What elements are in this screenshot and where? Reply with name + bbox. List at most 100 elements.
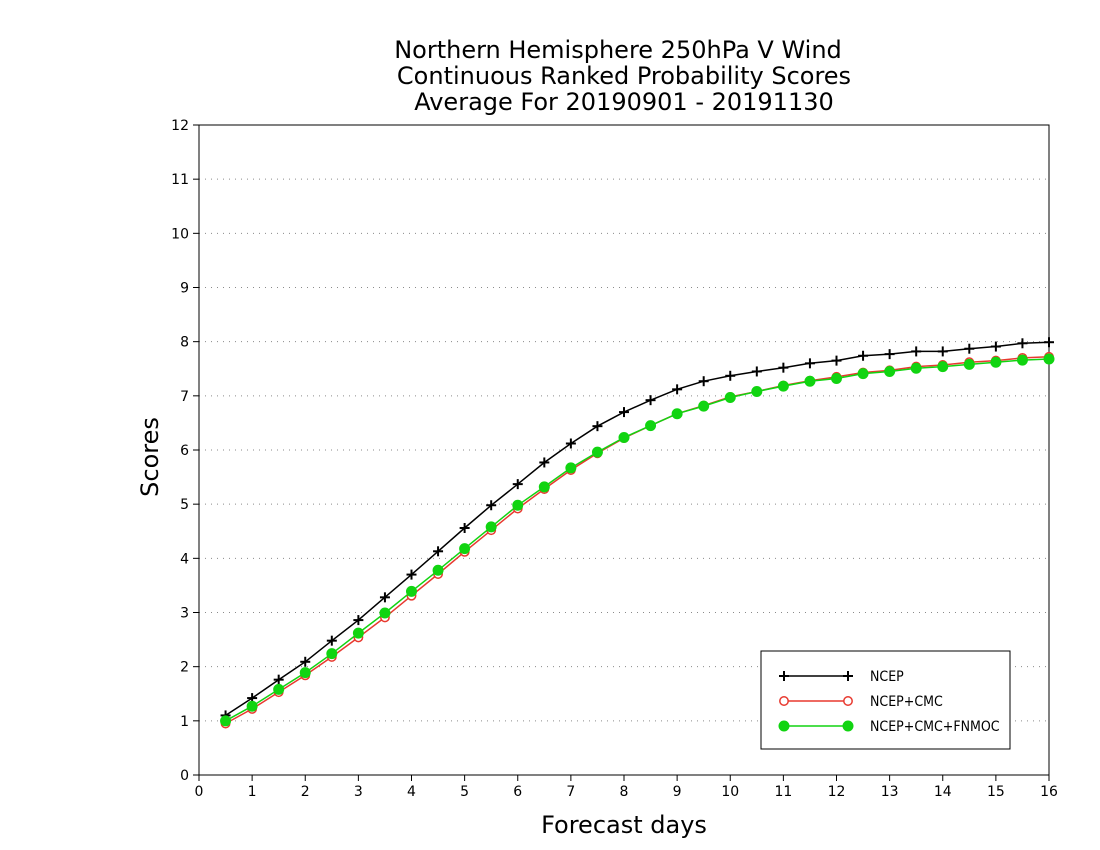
series-0-point-27 (937, 346, 948, 357)
x-tick-label-15: 15 (987, 784, 1005, 800)
series-0-point-28 (964, 343, 975, 354)
series-0-point-26 (911, 346, 922, 357)
series-2-point-3 (299, 667, 311, 679)
series-2-point-15 (618, 432, 630, 444)
legend-entry-1: NCEP+CMC (779, 694, 943, 710)
series-0-point-5 (353, 615, 364, 626)
x-tick-label-5: 5 (460, 784, 469, 800)
x-tick-label-13: 13 (881, 784, 899, 800)
series-2-point-25 (884, 365, 896, 377)
series-0-point-19 (725, 370, 736, 381)
series-2-point-27 (937, 361, 949, 373)
series-0-point-31 (1044, 337, 1054, 348)
series-0-point-21 (778, 362, 789, 373)
x-tick-label-1: 1 (248, 784, 257, 800)
legend-marker-right-2 (842, 720, 854, 732)
series-2-point-24 (857, 368, 869, 380)
chart-title-line-1: Northern Hemisphere 250hPa V Wind (394, 36, 842, 64)
legend-entry-2: NCEP+CMC+FNMOC (778, 719, 1000, 735)
legend-marker-left-0 (779, 671, 789, 681)
series-0-point-25 (884, 349, 895, 360)
series-0-point-30 (1017, 338, 1028, 349)
series-2-point-5 (352, 627, 364, 639)
x-tick-label-8: 8 (620, 784, 629, 800)
x-tick-label-14: 14 (934, 784, 952, 800)
chart-title: Northern Hemisphere 250hPa V Wind Contin… (394, 36, 851, 116)
x-tick-label-0: 0 (195, 784, 204, 800)
series-0-point-2 (273, 674, 284, 685)
x-axis-label: Forecast days (541, 811, 707, 839)
legend-box (760, 650, 1011, 750)
y-tick-label-10: 10 (171, 226, 189, 242)
series-0-point-22 (804, 358, 815, 369)
y-tick-label-2: 2 (180, 660, 189, 676)
series-2-point-16 (645, 420, 657, 432)
legend-marker-left-2 (778, 720, 790, 732)
series-2-point-10 (485, 521, 497, 533)
series-0-point-6 (379, 592, 390, 603)
series-0-point-9 (459, 523, 470, 533)
series-0-point-29 (990, 341, 1001, 352)
series-2-point-17 (671, 408, 683, 420)
series-0-point-10 (486, 500, 497, 511)
series-0-point-16 (645, 395, 656, 406)
x-tick-label-6: 6 (513, 784, 522, 800)
series-2-point-9 (459, 543, 471, 555)
series-0-point-23 (831, 355, 842, 366)
y-tick-label-3: 3 (180, 606, 189, 622)
y-tick-label-4: 4 (180, 551, 189, 567)
legend-label-1: NCEP+CMC (870, 694, 943, 710)
x-tick-label-2: 2 (301, 784, 310, 800)
series-0 (220, 337, 1054, 721)
x-tick-label-7: 7 (566, 784, 575, 800)
y-tick-label-6: 6 (180, 443, 189, 459)
legend-marker-left-1 (779, 696, 789, 706)
series-2-point-22 (804, 375, 816, 387)
series-2-point-19 (724, 391, 736, 403)
legend-entry-0: NCEP (779, 669, 904, 685)
series-2 (220, 353, 1055, 727)
series-0-point-15 (619, 407, 629, 418)
series-2-point-28 (963, 358, 975, 370)
legend-label-0: NCEP (870, 669, 904, 685)
y-tick-label-1: 1 (180, 714, 189, 730)
series-2-point-4 (326, 648, 338, 660)
series-lines (220, 337, 1055, 729)
x-tick-label-3: 3 (354, 784, 363, 800)
y-tick-label-11: 11 (171, 172, 189, 188)
series-2-point-8 (432, 564, 444, 576)
series-2-point-20 (751, 386, 763, 397)
legend-marker-right-1 (843, 696, 853, 706)
chart-title-line-2: Continuous Ranked Probability Scores (397, 62, 851, 90)
y-tick-label-7: 7 (180, 389, 189, 405)
series-0-point-17 (672, 384, 683, 395)
series-2-point-11 (512, 499, 524, 511)
series-2-point-30 (1016, 354, 1028, 366)
series-2-point-7 (406, 585, 417, 597)
series-0-point-8 (433, 546, 444, 557)
series-0-point-11 (512, 479, 523, 490)
x-tick-label-9: 9 (673, 784, 682, 800)
series-2-point-23 (831, 373, 842, 384)
chart-title-line-3: Average For 20190901 - 20191130 (414, 88, 834, 116)
series-0-point-4 (326, 635, 337, 646)
y-tick-label-0: 0 (180, 768, 189, 784)
series-2-point-31 (1043, 353, 1055, 365)
series-0-point-12 (539, 457, 550, 468)
series-2-point-12 (538, 481, 550, 493)
series-2-point-0 (220, 715, 232, 727)
grid (199, 178, 1049, 722)
series-0-point-18 (698, 376, 709, 387)
x-tick-label-11: 11 (774, 784, 792, 800)
series-0-point-13 (565, 438, 576, 449)
x-tick-label-16: 16 (1040, 784, 1058, 800)
legend-label-2: NCEP+CMC+FNMOC (870, 719, 1000, 735)
legend-marker-right-0 (843, 671, 853, 681)
series-2-point-1 (246, 700, 258, 712)
y-tick-label-9: 9 (180, 281, 189, 297)
y-tick-label-8: 8 (180, 335, 189, 351)
series-2-point-6 (379, 607, 391, 619)
series-2-point-18 (698, 400, 710, 412)
series-0-point-7 (406, 569, 417, 580)
